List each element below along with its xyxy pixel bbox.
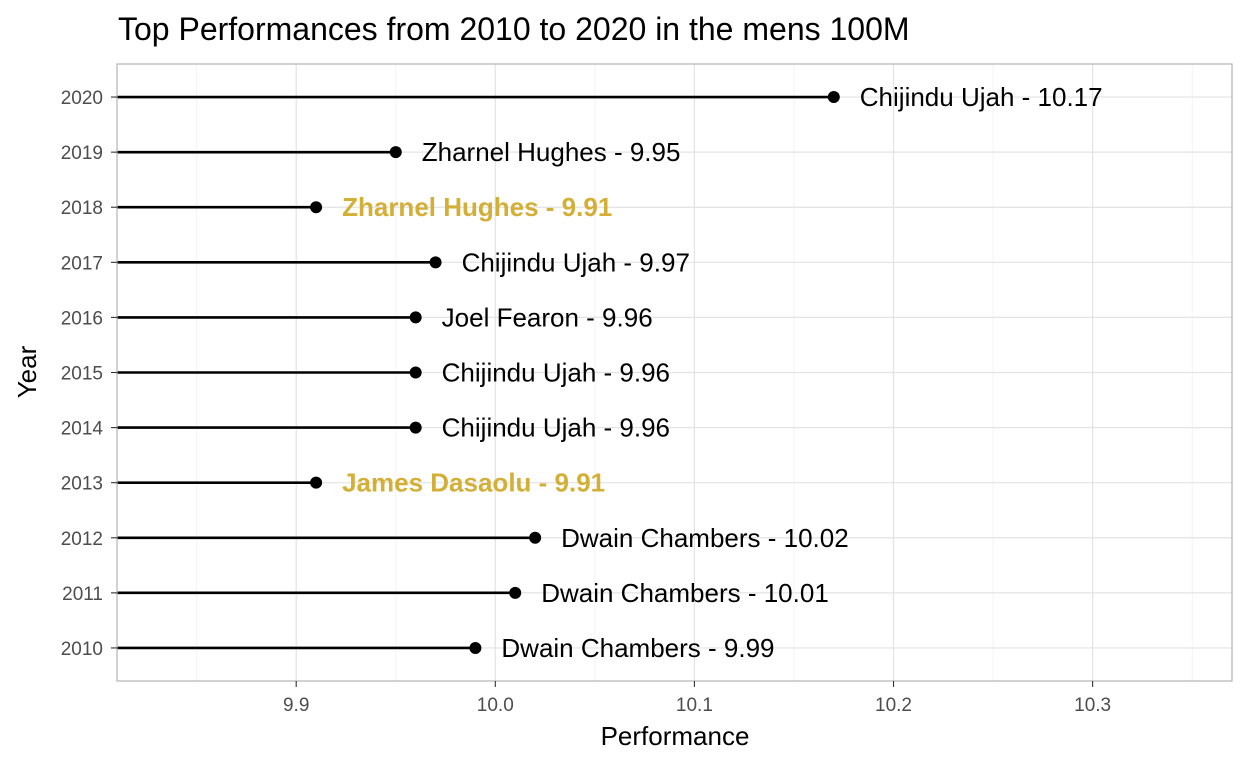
y-tick-label-2013: 2013: [61, 474, 103, 495]
y-tick-label-2015: 2015: [61, 364, 103, 385]
x-axis-title: Performance: [601, 721, 750, 751]
y-tick-label-2016: 2016: [61, 308, 103, 329]
y-tick-label-2020: 2020: [61, 88, 103, 109]
point-label-2017: Chijindu Ujah - 9.97: [462, 247, 690, 277]
y-tick-label-2014: 2014: [61, 419, 104, 440]
y-tick-label-2017: 2017: [61, 253, 103, 274]
point-label-2020: Chijindu Ujah - 10.17: [860, 82, 1103, 112]
chart-title: Top Performances from 2010 to 2020 in th…: [118, 11, 910, 47]
y-axis-title: Year: [12, 345, 42, 398]
point-label-2012: Dwain Chambers - 10.02: [561, 523, 849, 553]
point-labels: Dwain Chambers - 9.99 Dwain Chambers - 10…: [342, 82, 1102, 663]
x-tick-label: 10.3: [1074, 695, 1111, 716]
point-label-2019: Zharnel Hughes - 9.95: [422, 137, 681, 167]
y-tick-label-2019: 2019: [61, 143, 103, 164]
y-tick-label-2010: 2010: [61, 639, 103, 660]
point-label-2011: Dwain Chambers - 10.01: [541, 578, 829, 608]
y-tick-label-2018: 2018: [61, 198, 103, 219]
stems: [117, 95, 834, 650]
point-label-2015: Chijindu Ujah - 9.96: [442, 358, 670, 388]
x-tick-label: 10.1: [676, 695, 713, 716]
y-tick-label-2011: 2011: [62, 584, 103, 605]
points: [310, 91, 840, 654]
point-2015: [409, 366, 422, 379]
point-label-2014: Chijindu Ujah - 9.96: [442, 413, 670, 443]
x-tick-label: 9.9: [283, 695, 309, 716]
point-2013: [310, 476, 323, 489]
point-2011: [509, 586, 522, 599]
x-tick-label: 10.0: [477, 695, 514, 716]
point-2012: [529, 531, 542, 544]
point-label-2010: Dwain Chambers - 9.99: [501, 633, 774, 663]
point-label-2018: Zharnel Hughes - 9.91: [342, 192, 612, 222]
point-2018: [310, 201, 323, 214]
point-2019: [389, 146, 402, 159]
y-axis: 2010 2011 2012 2013 2014 2015 2016 2017 2018 2019…: [61, 88, 117, 660]
point-label-2016: Joel Fearon - 9.96: [442, 302, 653, 332]
x-axis: 9.9 10.0 10.1 10.2 10.3: [283, 681, 1111, 716]
point-2010: [469, 641, 482, 654]
point-2016: [409, 311, 422, 324]
y-tick-label-2012: 2012: [61, 529, 103, 550]
x-tick-label: 10.2: [875, 695, 912, 716]
point-2017: [429, 256, 442, 269]
point-label-2013: James Dasaolu - 9.91: [342, 468, 605, 498]
point-2020: [827, 91, 840, 104]
point-2014: [409, 421, 422, 434]
